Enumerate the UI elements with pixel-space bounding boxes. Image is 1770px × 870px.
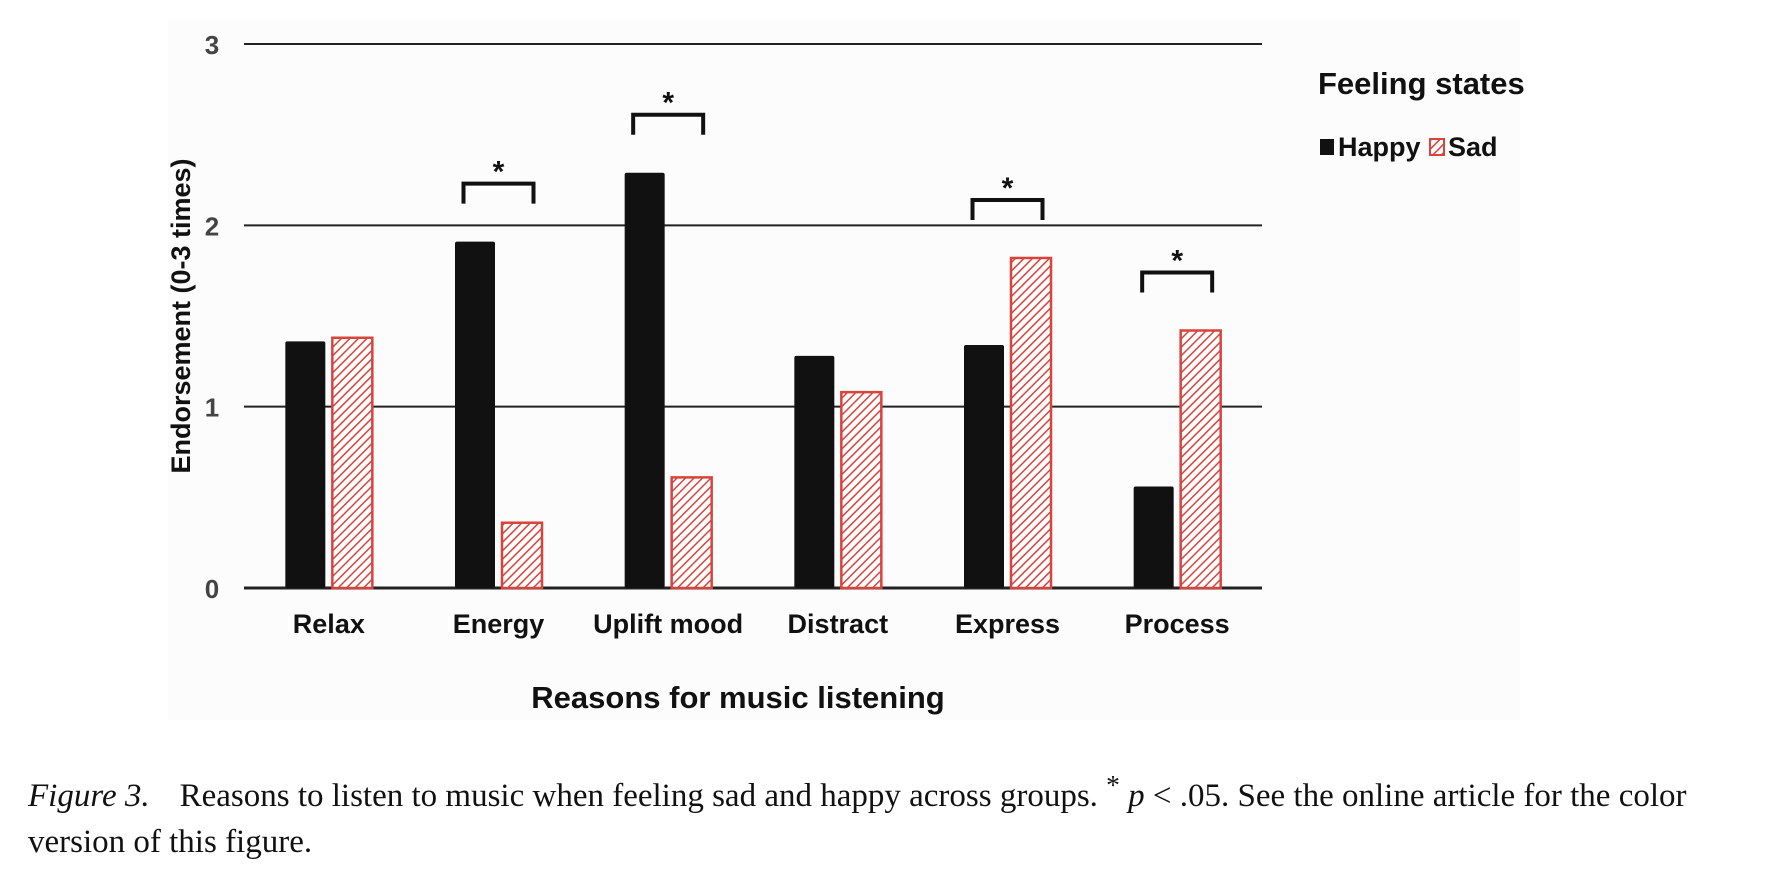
x-axis-label: Reasons for music listening — [531, 680, 944, 715]
bar-sad-relax — [331, 336, 374, 590]
x-tick-label: Express — [955, 609, 1060, 639]
caption-p: p — [1128, 778, 1145, 814]
significance-bracket — [970, 197, 1045, 220]
bar-happy-distract — [794, 355, 835, 588]
caption-star: * — [1106, 769, 1120, 800]
chart-background — [168, 20, 1520, 720]
bar-happy-express — [964, 345, 1004, 588]
x-tick-label: Uplift mood — [593, 609, 743, 639]
bar-happy-uplift-mood — [624, 172, 665, 588]
bar-sad-process — [1179, 329, 1222, 590]
bar-happy-process — [1133, 486, 1174, 588]
figure-caption: Figure 3. Reasons to listen to music when… — [28, 762, 1728, 865]
significance-star: * — [493, 156, 505, 189]
x-tick-label: Process — [1125, 609, 1230, 639]
figure-label: Figure 3. — [28, 778, 150, 814]
x-tick-label: Energy — [453, 609, 545, 639]
significance-star: * — [1002, 172, 1014, 205]
y-tick-label: 1 — [205, 393, 219, 423]
x-tick-label: Distract — [788, 609, 889, 639]
y-tick-label: 2 — [205, 211, 219, 241]
bar-sad-distract — [840, 390, 883, 590]
bar-sad-uplift-mood — [670, 476, 713, 590]
bar-happy-energy — [455, 241, 495, 589]
caption-text: Reasons to listen to music when feeling … — [179, 778, 1107, 814]
y-axis-label: Endorsement (0-3 times) — [166, 158, 196, 473]
bar-happy-relax — [285, 341, 326, 588]
significance-bracket — [461, 181, 536, 204]
legend-title: Feeling states — [1318, 66, 1525, 101]
caption-text-after: < .05. See the online article for the co… — [28, 778, 1687, 860]
significance-bracket — [1140, 270, 1215, 293]
legend-label-happy: Happy — [1338, 132, 1421, 162]
bar-sad-energy — [500, 521, 544, 590]
significance-star: * — [1171, 245, 1183, 278]
bar-sad-express — [1009, 256, 1053, 590]
bar-chart: * * * * 0 1 2 3 Endorsement (0-3 times) Relax Ene… — [166, 20, 1525, 720]
x-tick-label: Relax — [293, 609, 365, 639]
y-tick-label: 3 — [205, 30, 219, 60]
significance-bracket — [631, 112, 706, 135]
significance-star: * — [662, 87, 674, 120]
legend-label-sad: Sad — [1448, 132, 1498, 162]
legend-swatch-happy — [1320, 139, 1334, 155]
y-tick-label: 0 — [205, 574, 219, 604]
legend-swatch-sad — [1429, 138, 1445, 156]
